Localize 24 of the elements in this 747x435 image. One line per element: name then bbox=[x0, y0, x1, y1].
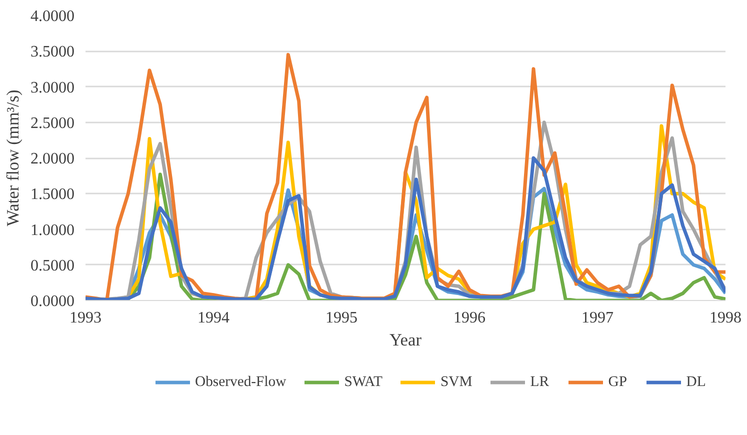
x-axis-title: Year bbox=[390, 330, 422, 350]
x-tick-label: 1996 bbox=[454, 310, 486, 326]
x-tick-label: 1993 bbox=[70, 310, 102, 326]
y-tick-label: 0.0000 bbox=[30, 293, 74, 310]
legend-label: SVM bbox=[440, 374, 472, 390]
line-series bbox=[86, 156, 726, 300]
y-axis-title: Water flow (mm³/s) bbox=[4, 89, 22, 226]
legend-label: DL bbox=[686, 374, 706, 390]
legend-label: SWAT bbox=[344, 374, 382, 390]
legend-label: Observed-Flow bbox=[195, 374, 286, 390]
y-tick-label: 4.0000 bbox=[30, 8, 74, 25]
x-tick-label: 1997 bbox=[582, 310, 614, 326]
y-tick-label: 0.5000 bbox=[30, 257, 74, 274]
y-tick-label: 1.0000 bbox=[30, 222, 74, 239]
y-tick-label: 3.5000 bbox=[30, 44, 74, 61]
legend-label: GP bbox=[608, 374, 628, 390]
y-tick-label: 1.5000 bbox=[30, 186, 74, 204]
x-tick-label: 1994 bbox=[198, 310, 230, 326]
y-tick-label: 2.0000 bbox=[30, 150, 74, 168]
legend-label: LR bbox=[530, 374, 550, 390]
y-tick-label: 2.5000 bbox=[30, 114, 74, 132]
x-tick-label: 1998 bbox=[710, 310, 742, 326]
x-tick-label: 1995 bbox=[326, 310, 358, 326]
y-tick-label: 3.0000 bbox=[30, 79, 74, 96]
